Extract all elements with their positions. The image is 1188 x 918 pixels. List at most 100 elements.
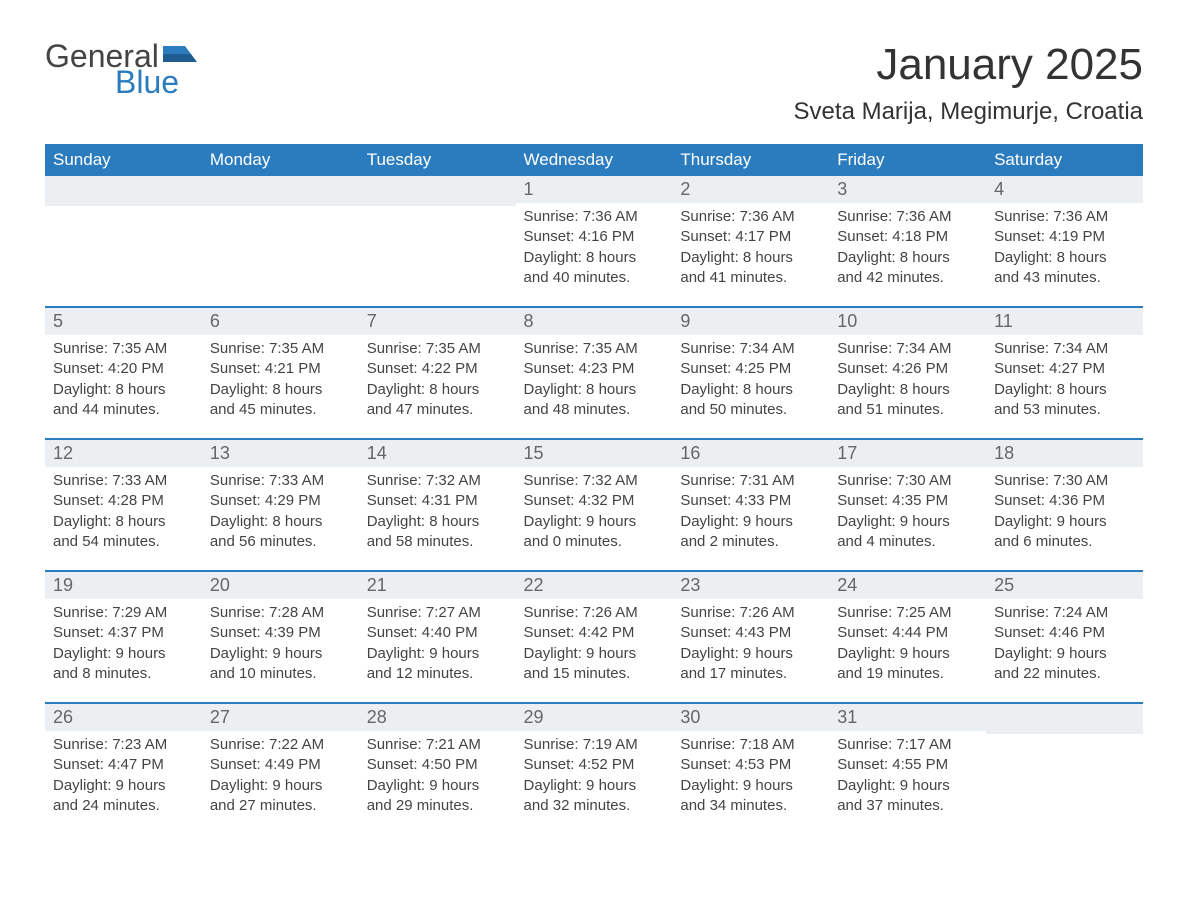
logo-word-blue: Blue — [115, 66, 179, 98]
calendar-day-cell: 5Sunrise: 7:35 AMSunset: 4:20 PMDaylight… — [45, 307, 202, 439]
day-number: 9 — [672, 308, 829, 335]
daylight-line: Daylight: 9 hours and 29 minutes. — [367, 776, 508, 817]
sunrise-line: Sunrise: 7:33 AM — [210, 471, 351, 491]
sunrise-line: Sunrise: 7:25 AM — [837, 603, 978, 623]
sunset-line: Sunset: 4:22 PM — [367, 359, 508, 379]
sunrise-line: Sunrise: 7:24 AM — [994, 603, 1135, 623]
day-data: Sunrise: 7:32 AMSunset: 4:31 PMDaylight:… — [359, 467, 516, 556]
calendar-day-cell: 28Sunrise: 7:21 AMSunset: 4:50 PMDayligh… — [359, 703, 516, 834]
day-number: 18 — [986, 440, 1143, 467]
calendar-day-cell: 24Sunrise: 7:25 AMSunset: 4:44 PMDayligh… — [829, 571, 986, 703]
daylight-line: Daylight: 9 hours and 12 minutes. — [367, 644, 508, 685]
daylight-line: Daylight: 8 hours and 45 minutes. — [210, 380, 351, 421]
day-number: 3 — [829, 176, 986, 203]
weekday-header: Monday — [202, 144, 359, 176]
weekday-header: Tuesday — [359, 144, 516, 176]
weekday-header: Friday — [829, 144, 986, 176]
calendar-day-cell — [45, 176, 202, 307]
day-number: 20 — [202, 572, 359, 599]
sunrise-line: Sunrise: 7:35 AM — [524, 339, 665, 359]
sunrise-line: Sunrise: 7:35 AM — [53, 339, 194, 359]
calendar-day-cell: 16Sunrise: 7:31 AMSunset: 4:33 PMDayligh… — [672, 439, 829, 571]
daylight-line: Daylight: 8 hours and 48 minutes. — [524, 380, 665, 421]
daylight-line: Daylight: 9 hours and 15 minutes. — [524, 644, 665, 685]
daylight-line: Daylight: 8 hours and 40 minutes. — [524, 248, 665, 289]
daylight-line: Daylight: 9 hours and 17 minutes. — [680, 644, 821, 685]
day-number: 26 — [45, 704, 202, 731]
day-number-empty — [202, 176, 359, 206]
sunset-line: Sunset: 4:21 PM — [210, 359, 351, 379]
day-number-empty — [45, 176, 202, 206]
sunrise-line: Sunrise: 7:32 AM — [524, 471, 665, 491]
calendar-day-cell: 4Sunrise: 7:36 AMSunset: 4:19 PMDaylight… — [986, 176, 1143, 307]
sunrise-line: Sunrise: 7:36 AM — [837, 207, 978, 227]
sunrise-line: Sunrise: 7:23 AM — [53, 735, 194, 755]
day-number: 16 — [672, 440, 829, 467]
calendar-day-cell: 2Sunrise: 7:36 AMSunset: 4:17 PMDaylight… — [672, 176, 829, 307]
daylight-line: Daylight: 8 hours and 42 minutes. — [837, 248, 978, 289]
day-number: 13 — [202, 440, 359, 467]
daylight-line: Daylight: 9 hours and 19 minutes. — [837, 644, 978, 685]
calendar-week-row: 12Sunrise: 7:33 AMSunset: 4:28 PMDayligh… — [45, 439, 1143, 571]
sunset-line: Sunset: 4:28 PM — [53, 491, 194, 511]
sunrise-line: Sunrise: 7:32 AM — [367, 471, 508, 491]
calendar-day-cell: 6Sunrise: 7:35 AMSunset: 4:21 PMDaylight… — [202, 307, 359, 439]
day-number: 11 — [986, 308, 1143, 335]
calendar-day-cell — [359, 176, 516, 307]
calendar-day-cell: 23Sunrise: 7:26 AMSunset: 4:43 PMDayligh… — [672, 571, 829, 703]
sunrise-line: Sunrise: 7:36 AM — [524, 207, 665, 227]
sunset-line: Sunset: 4:40 PM — [367, 623, 508, 643]
sunrise-line: Sunrise: 7:30 AM — [994, 471, 1135, 491]
calendar-day-cell: 18Sunrise: 7:30 AMSunset: 4:36 PMDayligh… — [986, 439, 1143, 571]
day-data: Sunrise: 7:30 AMSunset: 4:36 PMDaylight:… — [986, 467, 1143, 556]
day-number: 19 — [45, 572, 202, 599]
day-number: 12 — [45, 440, 202, 467]
day-data: Sunrise: 7:34 AMSunset: 4:25 PMDaylight:… — [672, 335, 829, 424]
page-title: January 2025 — [794, 40, 1143, 90]
day-number: 31 — [829, 704, 986, 731]
calendar-day-cell: 3Sunrise: 7:36 AMSunset: 4:18 PMDaylight… — [829, 176, 986, 307]
calendar-day-cell — [986, 703, 1143, 834]
sunset-line: Sunset: 4:26 PM — [837, 359, 978, 379]
day-number: 10 — [829, 308, 986, 335]
sunrise-line: Sunrise: 7:36 AM — [994, 207, 1135, 227]
sunset-line: Sunset: 4:37 PM — [53, 623, 194, 643]
day-data: Sunrise: 7:30 AMSunset: 4:35 PMDaylight:… — [829, 467, 986, 556]
sunset-line: Sunset: 4:29 PM — [210, 491, 351, 511]
sunset-line: Sunset: 4:44 PM — [837, 623, 978, 643]
sunrise-line: Sunrise: 7:26 AM — [524, 603, 665, 623]
sunset-line: Sunset: 4:23 PM — [524, 359, 665, 379]
day-number: 17 — [829, 440, 986, 467]
day-number-empty — [986, 704, 1143, 734]
sunset-line: Sunset: 4:27 PM — [994, 359, 1135, 379]
day-data: Sunrise: 7:33 AMSunset: 4:29 PMDaylight:… — [202, 467, 359, 556]
daylight-line: Daylight: 8 hours and 56 minutes. — [210, 512, 351, 553]
daylight-line: Daylight: 9 hours and 37 minutes. — [837, 776, 978, 817]
day-data: Sunrise: 7:35 AMSunset: 4:23 PMDaylight:… — [516, 335, 673, 424]
day-number: 8 — [516, 308, 673, 335]
calendar-day-cell: 11Sunrise: 7:34 AMSunset: 4:27 PMDayligh… — [986, 307, 1143, 439]
day-data: Sunrise: 7:24 AMSunset: 4:46 PMDaylight:… — [986, 599, 1143, 688]
sunset-line: Sunset: 4:43 PM — [680, 623, 821, 643]
daylight-line: Daylight: 8 hours and 51 minutes. — [837, 380, 978, 421]
sunset-line: Sunset: 4:33 PM — [680, 491, 821, 511]
calendar-day-cell: 8Sunrise: 7:35 AMSunset: 4:23 PMDaylight… — [516, 307, 673, 439]
daylight-line: Daylight: 9 hours and 22 minutes. — [994, 644, 1135, 685]
sunrise-line: Sunrise: 7:34 AM — [994, 339, 1135, 359]
sunset-line: Sunset: 4:32 PM — [524, 491, 665, 511]
daylight-line: Daylight: 9 hours and 6 minutes. — [994, 512, 1135, 553]
day-data: Sunrise: 7:33 AMSunset: 4:28 PMDaylight:… — [45, 467, 202, 556]
sunrise-line: Sunrise: 7:30 AM — [837, 471, 978, 491]
sunrise-line: Sunrise: 7:36 AM — [680, 207, 821, 227]
day-number: 22 — [516, 572, 673, 599]
day-data: Sunrise: 7:23 AMSunset: 4:47 PMDaylight:… — [45, 731, 202, 820]
sunset-line: Sunset: 4:50 PM — [367, 755, 508, 775]
calendar-day-cell: 26Sunrise: 7:23 AMSunset: 4:47 PMDayligh… — [45, 703, 202, 834]
calendar-day-cell: 15Sunrise: 7:32 AMSunset: 4:32 PMDayligh… — [516, 439, 673, 571]
day-data: Sunrise: 7:26 AMSunset: 4:43 PMDaylight:… — [672, 599, 829, 688]
day-data: Sunrise: 7:32 AMSunset: 4:32 PMDaylight:… — [516, 467, 673, 556]
logo: General Blue — [45, 40, 197, 98]
day-number: 27 — [202, 704, 359, 731]
day-data: Sunrise: 7:19 AMSunset: 4:52 PMDaylight:… — [516, 731, 673, 820]
day-data: Sunrise: 7:35 AMSunset: 4:22 PMDaylight:… — [359, 335, 516, 424]
